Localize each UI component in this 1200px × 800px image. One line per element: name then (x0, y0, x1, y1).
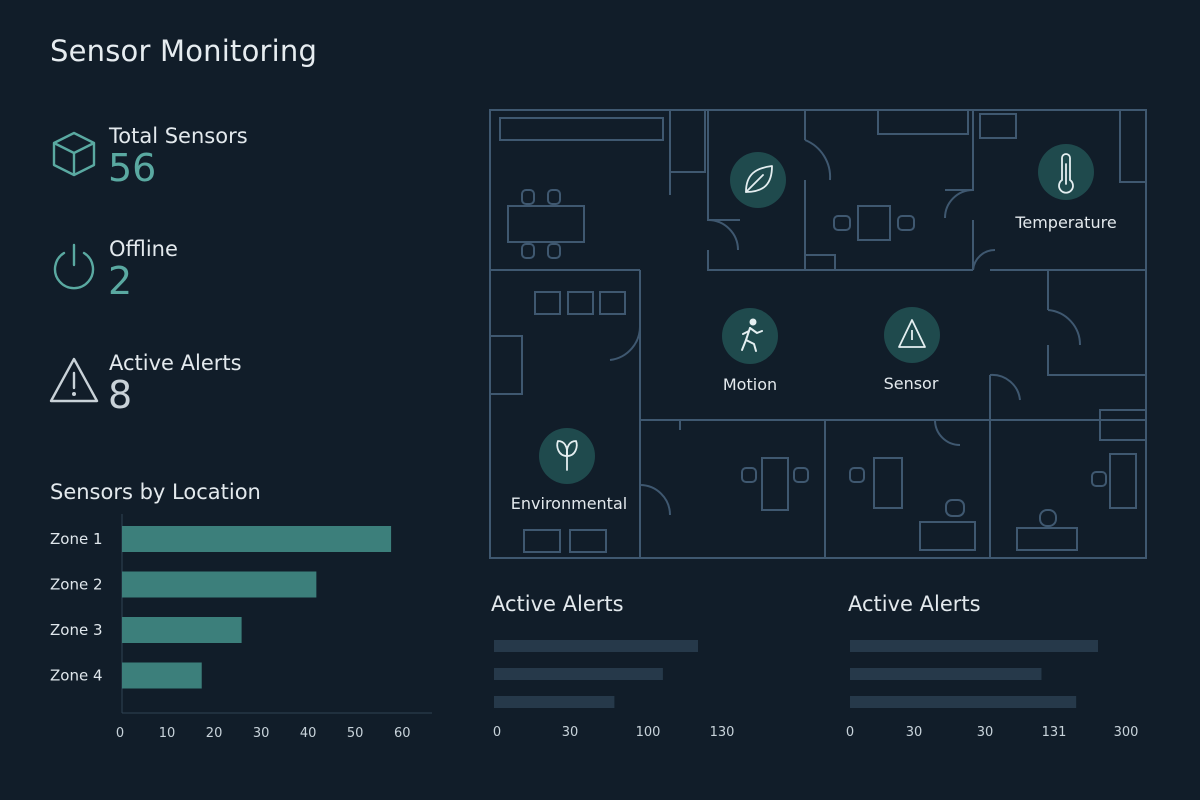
x-tick-label: 30 (906, 725, 923, 740)
x-tick-label: 130 (710, 725, 735, 740)
x-tick-label: 30 (977, 725, 994, 740)
chart-title: Sensors by Location (50, 480, 261, 504)
active-alerts-chart-2: 0 30 30 131 300 (846, 640, 1139, 740)
category-label: Zone 3 (50, 621, 103, 639)
x-tick-label: 50 (347, 726, 364, 741)
alert-triangle-icon (898, 319, 926, 348)
category-label: Zone 2 (50, 576, 103, 594)
bar (122, 617, 242, 643)
marker-environmental[interactable]: Environmental (511, 428, 627, 513)
marker-label: Sensor (884, 374, 939, 393)
active-alerts-chart-1: 0 30 100 130 (493, 640, 735, 740)
stat-value: 2 (108, 259, 133, 303)
bar (850, 668, 1042, 680)
leaf-icon (745, 165, 773, 193)
x-tick-label: 131 (1042, 725, 1067, 740)
x-tick-label: 20 (206, 726, 223, 741)
marker-label: Environmental (511, 494, 627, 513)
stat-total-sensors: Total Sensors 56 (48, 124, 428, 196)
category-label: Zone 4 (50, 667, 103, 685)
x-tick-label: 30 (253, 726, 270, 741)
stat-label: Active Alerts (109, 351, 242, 375)
bar (122, 571, 317, 598)
category-label: Zone 1 (50, 530, 103, 548)
marker-label: Temperature (1014, 213, 1116, 232)
bar (850, 696, 1077, 708)
x-tick-label: 0 (846, 725, 854, 740)
stat-offline: Offline 2 (48, 237, 428, 309)
chart-title: Active Alerts (848, 592, 981, 616)
marker-label: Motion (723, 375, 777, 394)
bar (494, 640, 698, 652)
stat-value: 8 (108, 373, 133, 417)
bar (494, 668, 663, 680)
x-tick-label: 300 (1114, 725, 1139, 740)
warning-icon (49, 357, 99, 403)
x-tick-label: 10 (159, 726, 176, 741)
x-tick-label: 0 (493, 725, 501, 740)
chart-title: Active Alerts (491, 592, 624, 616)
marker-circle (722, 308, 778, 364)
x-tick-label: 0 (116, 726, 124, 741)
marker-temperature[interactable]: Temperature (1014, 144, 1117, 232)
cube-icon (52, 131, 96, 177)
marker-motion[interactable]: Motion (722, 308, 778, 394)
sensors-by-location-chart: Zone 1 Zone 2 Zone 3 Zone 4 0 10 20 30 40 50 60 (50, 514, 432, 741)
stat-active-alerts: Active Alerts 8 (48, 351, 428, 423)
floor-plan: Temperature Motion Sensor Environmental (489, 109, 1147, 559)
sprout-icon (556, 440, 578, 471)
stat-value: 56 (108, 146, 157, 190)
x-tick-label: 100 (636, 725, 661, 740)
bar (122, 526, 392, 552)
x-tick-label: 60 (394, 726, 411, 741)
stat-label: Offline (109, 237, 178, 261)
bar (850, 640, 1098, 652)
marker-leaf[interactable] (730, 152, 786, 208)
marker-sensor[interactable]: Sensor (884, 307, 940, 393)
x-tick-label: 40 (300, 726, 317, 741)
x-tick-label: 30 (562, 725, 579, 740)
thermometer-icon (1058, 153, 1074, 194)
bar (494, 696, 615, 708)
page-title: Sensor Monitoring (50, 34, 318, 68)
bar (122, 662, 202, 689)
stat-label: Total Sensors (109, 124, 248, 148)
motion-icon (741, 318, 763, 352)
power-icon (53, 243, 95, 290)
